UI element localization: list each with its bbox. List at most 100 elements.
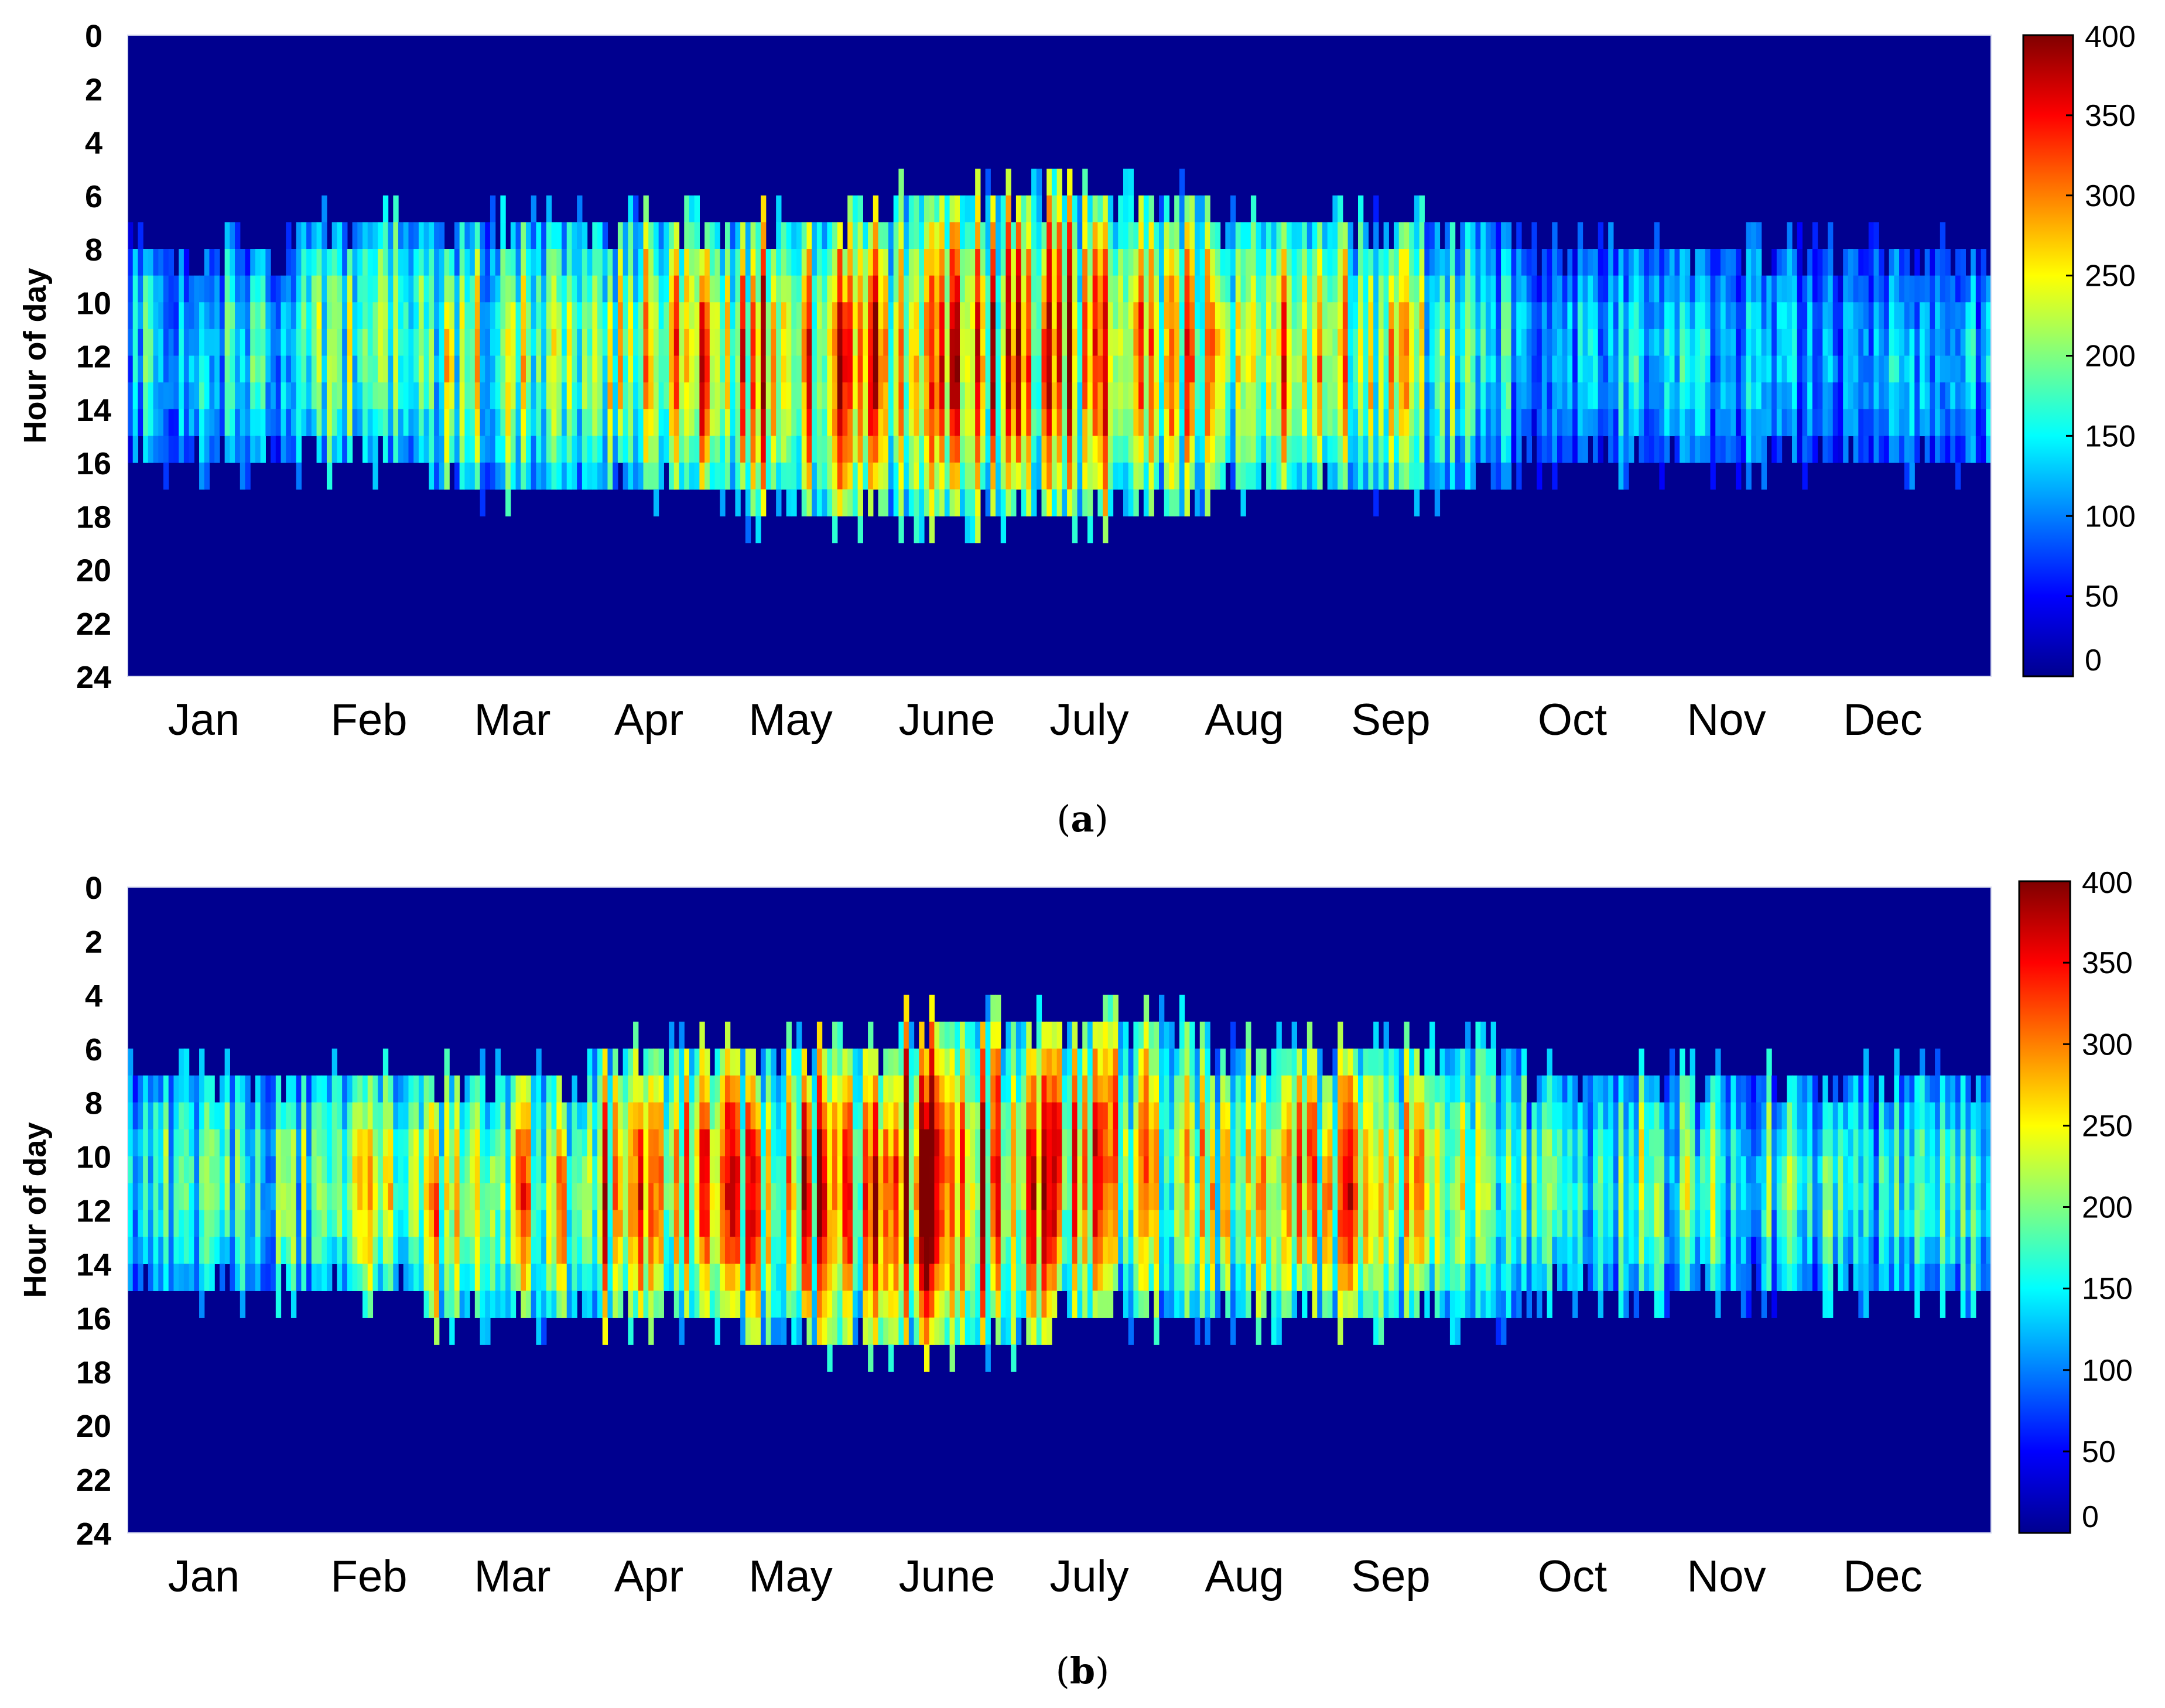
heatmap-cell <box>1424 275 1430 303</box>
heatmap-cell <box>495 382 501 410</box>
heatmap-cell <box>1246 436 1251 463</box>
heatmap-cell <box>1342 222 1349 249</box>
heatmap-cell <box>1302 222 1308 249</box>
heatmap-cell <box>679 1210 685 1238</box>
heatmap-cell <box>633 1129 639 1157</box>
heatmap-cell <box>1797 436 1803 463</box>
heatmap-cell <box>577 409 583 436</box>
heatmap-cell <box>541 275 547 303</box>
heatmap-cell <box>1056 249 1062 276</box>
heatmap-cell <box>1689 275 1695 303</box>
heatmap-cell <box>1945 409 1951 436</box>
heatmap-cell <box>1409 382 1415 410</box>
heatmap-cell <box>893 1048 899 1076</box>
heatmap-cell <box>1011 489 1017 516</box>
heatmap-cell <box>658 1264 664 1291</box>
heatmap-cell <box>755 1237 761 1265</box>
heatmap-cell <box>199 1075 205 1103</box>
heatmap-cell <box>653 1048 659 1076</box>
heatmap-cell <box>138 302 143 330</box>
heatmap-cell <box>352 1075 358 1103</box>
heatmap-cell <box>750 1237 756 1265</box>
heatmap-cell <box>1771 249 1777 276</box>
heatmap-cell <box>669 1156 675 1184</box>
heatmap-cell <box>720 1291 726 1318</box>
heatmap-cell <box>275 1102 282 1130</box>
heatmap-cell <box>382 1048 389 1076</box>
heatmap-cell <box>1460 249 1466 276</box>
heatmap-cell <box>219 1129 225 1157</box>
heatmap-cell <box>1659 302 1665 330</box>
heatmap-cell <box>1674 382 1680 410</box>
heatmap-cell <box>255 1129 261 1157</box>
heatmap-cell <box>434 409 440 436</box>
heatmap-cell <box>1067 302 1073 330</box>
heatmap-cell <box>1107 463 1114 490</box>
heatmap-cell <box>837 1156 843 1184</box>
heatmap-cell <box>633 409 639 436</box>
heatmap-cell <box>1858 382 1864 410</box>
heatmap-cell <box>1521 382 1527 410</box>
heatmap-cell <box>694 355 700 383</box>
heatmap-cell <box>398 275 404 303</box>
heatmap-cell <box>163 355 169 383</box>
heatmap-cell <box>209 1129 215 1157</box>
heatmap-cell <box>444 409 450 436</box>
heatmap-cell <box>1863 275 1869 303</box>
heatmap-cell <box>1879 436 1884 463</box>
heatmap-cell <box>245 302 251 330</box>
heatmap-cell <box>1302 436 1308 463</box>
heatmap-cell <box>735 489 741 516</box>
heatmap-cell <box>194 1075 200 1103</box>
heatmap-cell <box>1174 328 1180 357</box>
heatmap-cell <box>1021 195 1027 223</box>
heatmap-cell <box>1327 222 1333 249</box>
heatmap-cell <box>720 1210 726 1238</box>
heatmap-cell <box>531 355 537 383</box>
heatmap-cell <box>562 1210 567 1238</box>
heatmap-cell <box>566 302 573 330</box>
heatmap-cell <box>607 1102 613 1130</box>
heatmap-cell <box>1577 436 1583 463</box>
heatmap-cell <box>714 1129 720 1157</box>
heatmap-cell <box>562 355 567 383</box>
heatmap-cell <box>1761 328 1767 357</box>
heatmap-cell <box>1123 275 1129 303</box>
heatmap-cell <box>439 1129 445 1157</box>
heatmap-cell <box>1572 328 1578 357</box>
heatmap-cell <box>1490 222 1496 249</box>
heatmap-cell <box>929 382 935 410</box>
heatmap-cell <box>1689 355 1695 383</box>
heatmap-cell <box>1056 409 1062 436</box>
heatmap-cell <box>301 1210 307 1238</box>
heatmap-cell <box>1230 302 1236 330</box>
heatmap-cell <box>1338 436 1343 463</box>
heatmap-cell <box>643 249 649 276</box>
heatmap-cell <box>546 1237 552 1265</box>
heatmap-cell <box>1567 436 1573 463</box>
heatmap-cell <box>996 436 1001 463</box>
heatmap-cell <box>418 355 425 383</box>
heatmap-cell <box>796 328 802 357</box>
heatmap-cell <box>1000 249 1007 276</box>
heatmap-cell <box>413 249 419 276</box>
heatmap-cell <box>505 436 511 463</box>
heatmap-cell <box>1562 409 1568 436</box>
heatmap-cell <box>1409 275 1415 303</box>
heatmap-cell <box>470 409 476 436</box>
heatmap-cell <box>863 249 868 276</box>
heatmap-cell <box>1439 463 1445 490</box>
heatmap-cell <box>1297 355 1302 383</box>
heatmap-cell <box>138 1264 143 1291</box>
heatmap-cell <box>1148 355 1154 383</box>
heatmap-cell <box>1470 355 1476 383</box>
heatmap-cell <box>617 1210 624 1238</box>
heatmap-cell <box>1332 328 1338 357</box>
heatmap-cell <box>1828 302 1834 330</box>
heatmap-cell <box>1552 249 1558 276</box>
heatmap-cell <box>1537 275 1542 303</box>
heatmap-cell <box>602 1291 608 1318</box>
heatmap-cell <box>572 409 577 436</box>
heatmap-cell <box>240 382 246 410</box>
heatmap-cell <box>996 275 1001 303</box>
